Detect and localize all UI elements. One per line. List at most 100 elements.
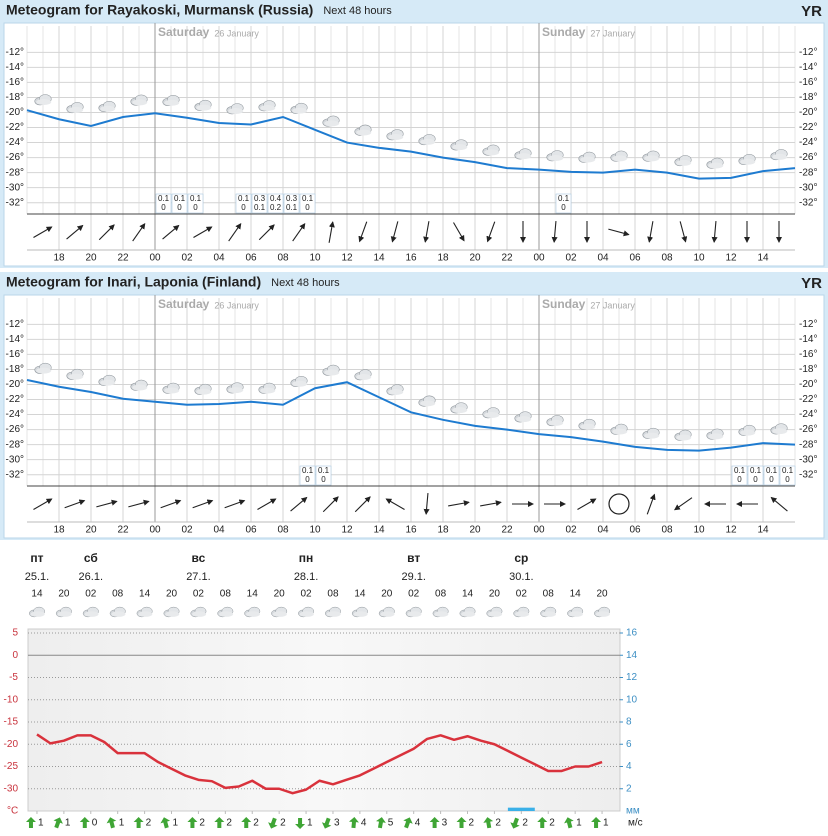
cloud-part [292,107,308,114]
precip-max: 0.1 [734,466,746,475]
precip-min: 0 [785,475,790,484]
cloud-part [326,611,341,617]
x-tick-label: 10 [693,253,705,264]
y-tick-label: -26° [6,424,24,435]
wind-arrow [385,498,405,510]
x-tick-label: 22 [117,525,129,536]
cloud-part [580,423,596,430]
cloud-part [68,373,84,380]
cloud-part [407,611,422,617]
y2-tick-label: 8 [626,717,632,728]
wind-arrow-group [448,500,470,507]
cloud-part [772,153,788,160]
wind-speed: 1 [603,818,609,829]
y-tick-label: -16° [6,349,24,360]
wind-arrow-group [193,226,213,238]
wind-speed: 2 [226,818,232,829]
precip-min: 0 [321,475,326,484]
precip-max: 0.1 [318,466,330,475]
wind-speed: 4 [361,818,367,829]
weather-icon [298,606,315,618]
cloud-part [260,105,276,112]
x-tick-label: 00 [533,525,545,536]
wind-arrow [486,221,496,243]
cloud-part [57,611,72,617]
wind-arrow [224,499,246,509]
weather-icon [66,102,84,114]
wind-arrow-group [160,817,171,829]
weather-icon [567,606,584,618]
y2-tick-label: 14 [626,650,638,661]
x-tick-label: 02 [565,253,577,264]
wind-arrow-group [228,222,242,242]
x-tick-label: 12 [341,525,353,536]
weather-icon [98,100,116,113]
wind-speed: 1 [307,818,313,829]
wind-arrow-group [160,499,182,509]
x-tick-label: 14 [139,589,151,600]
x-tick-label: 20 [166,589,178,600]
x-tick-label: 12 [341,253,353,264]
cloud-part [452,144,468,151]
y-tick-label: -12° [6,47,24,58]
wind-arrow [257,498,277,510]
wind-arrow-group [214,817,225,828]
x-tick-label: 18 [53,525,65,536]
wind-arrow [98,224,115,241]
wind-arrow-group [608,228,630,237]
wind-arrow-group [66,224,84,240]
weather-icon [482,144,500,156]
wind-speed: 3 [442,818,448,829]
y-tick-label: -10 [4,694,19,705]
x-tick-label: 20 [381,589,393,600]
wind-arrow-group [711,220,718,243]
wind-arrow-group [257,498,277,510]
precip-max: 0.1 [558,194,570,203]
precip-box [235,193,252,214]
precip-box [763,465,780,486]
day-name: пн [299,551,314,565]
x-tick-label: 18 [437,253,449,264]
wind-arrow [33,226,53,238]
wind-arrow [290,496,308,512]
wind-arrow [132,222,146,242]
y-tick-label-right: -14° [799,62,817,73]
cloud-part [388,389,404,396]
wind-speed: 2 [253,818,259,829]
precip-max: 0.4 [270,194,282,203]
y-tick-label-right: -18° [799,92,817,103]
cloud-part [612,155,628,162]
wind-arrow-group [429,817,440,828]
wind-arrow-group [258,224,275,241]
cloud-part [196,104,212,111]
wind-arrow-group [510,817,520,829]
wind-arrow [456,817,467,828]
cloud-part [380,611,395,617]
y-tick-label-right: -30° [799,454,817,465]
x-tick-label: 04 [213,525,225,536]
day-date: 27 January [590,300,635,310]
y2-unit: мм [626,806,640,817]
cloud-part [84,611,99,617]
weather-icon [578,151,596,163]
wind-arrow [295,818,306,829]
wind-arrow-group [483,817,494,829]
wind-arrow-group [354,496,371,513]
y-tick-label-right: -12° [799,319,817,330]
cloud-part [708,162,724,169]
weather-icon [354,369,372,381]
precip-box [155,193,172,214]
y-tick-label: -12° [6,319,24,330]
wind-speed: 1 [119,818,125,829]
wind-arrow [25,817,36,828]
x-tick-label: 02 [193,589,205,600]
y-tick-label: -30° [6,454,24,465]
x-tick-label: 20 [58,589,70,600]
wind-arrow [577,498,597,510]
y-tick-label-right: -22° [799,394,817,405]
x-tick-label: 04 [213,253,225,264]
wind-arrow-group [33,226,53,238]
wind-arrow [321,817,332,829]
wind-speed: 2 [549,818,555,829]
